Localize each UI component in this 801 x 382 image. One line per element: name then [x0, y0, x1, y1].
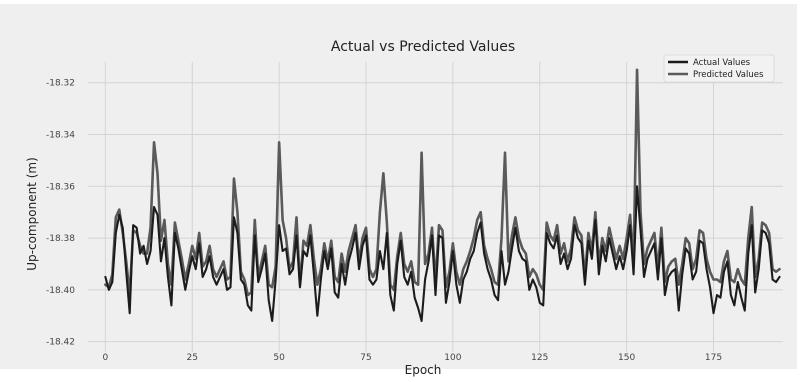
y-tick-labels: -18.32 -18.34 -18.36 -18.38 -18.40 -18.42	[46, 79, 75, 348]
y-tick-label: -18.42	[46, 338, 75, 348]
y-tick-label: -18.34	[46, 131, 75, 141]
y-tick-label: -18.32	[46, 79, 75, 89]
x-tick-label: 50	[273, 353, 285, 363]
y-tick-label: -18.36	[46, 182, 75, 192]
legend-box	[663, 54, 775, 83]
series-line-predicted	[104, 68, 781, 297]
x-tick-label: 100	[444, 353, 461, 363]
grid	[88, 62, 783, 352]
x-tick-label: 125	[531, 353, 548, 363]
series-line-actual	[104, 185, 781, 322]
x-tick-label: 75	[360, 353, 371, 363]
legend-label-actual: Actual Values	[693, 58, 751, 68]
legend-label-predicted: Predicted Values	[693, 70, 764, 80]
x-tick-label: 0	[103, 353, 109, 363]
x-tick-labels: 0 25 50 75 100 125 150 175	[103, 353, 723, 363]
x-tick-label: 25	[187, 353, 198, 363]
y-axis-label: Up-component (m)	[25, 157, 39, 270]
y-tick-label: -18.40	[46, 286, 75, 296]
chart-title: Actual vs Predicted Values	[331, 39, 515, 55]
x-tick-label: 175	[705, 353, 722, 363]
y-tick-label: -18.38	[46, 234, 75, 244]
series-lines	[104, 68, 781, 322]
x-axis-label: Epoch	[405, 363, 442, 377]
x-tick-label: 150	[618, 353, 635, 363]
legend: Actual Values Predicted Values	[663, 54, 775, 83]
